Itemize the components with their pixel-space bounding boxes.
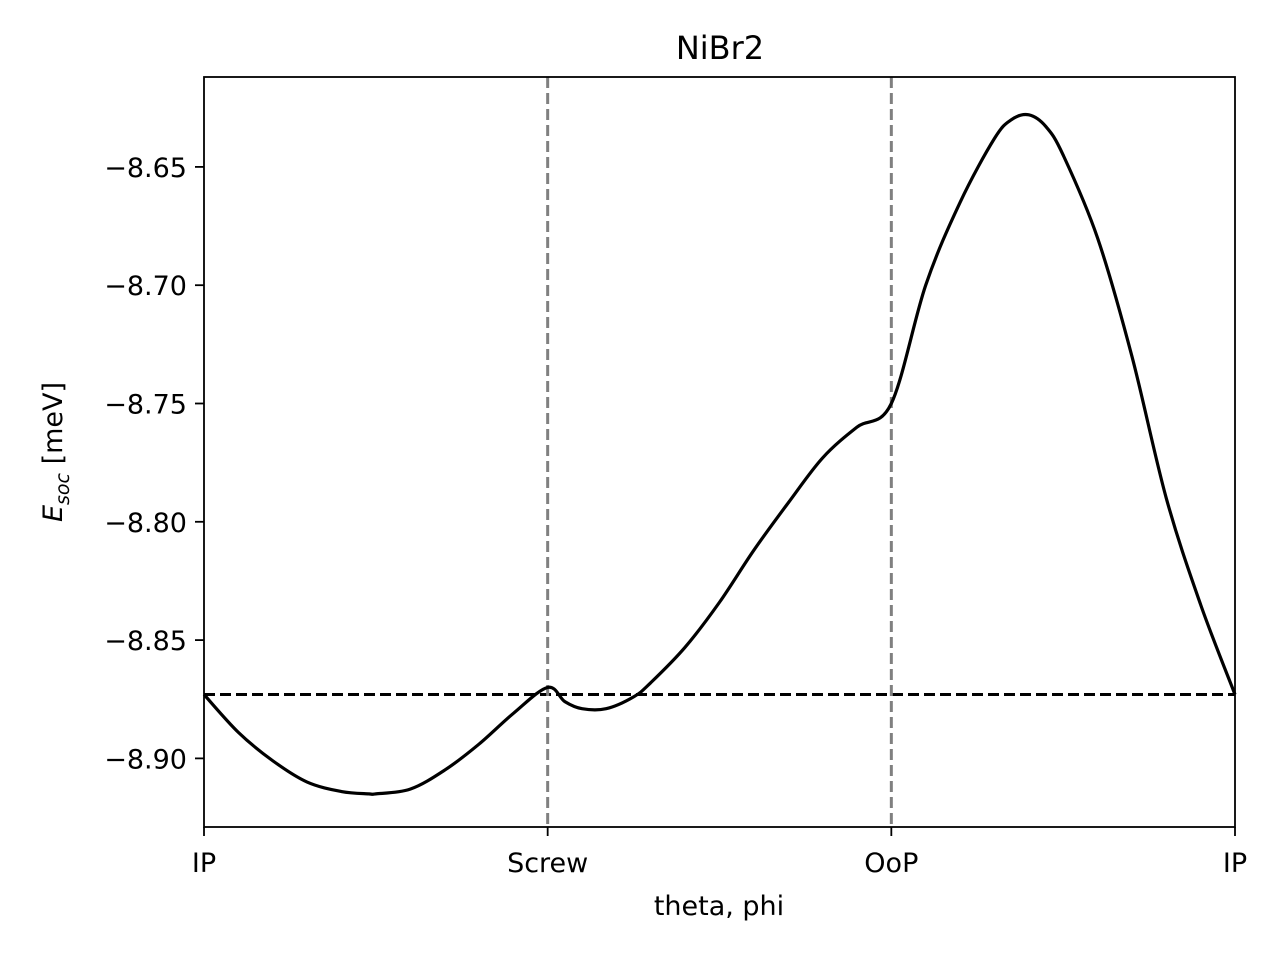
y-tick-label-4: −8.85 (104, 626, 187, 657)
x-tick-label-3: IP (1223, 848, 1247, 879)
series-line-0 (202, 112, 1237, 796)
y-tick-label-3: −8.80 (104, 508, 187, 539)
y-tick-label-0: −8.65 (104, 153, 187, 184)
x-tick-label-1: Screw (507, 848, 588, 879)
y-tick-label-2: −8.75 (104, 389, 187, 420)
chart-title: NiBr2 (676, 29, 764, 67)
x-tick-label-0: IP (192, 848, 216, 879)
y-axis-label-unit: [meV] (38, 382, 69, 473)
plot-frame (203, 76, 1236, 828)
y-tick-label-1: −8.70 (104, 271, 187, 302)
series-layer (202, 112, 1237, 796)
y-axis-label: Esoc [meV] (38, 382, 74, 522)
x-tick-label-2: OoP (864, 848, 918, 879)
x-axis-label: theta, phi (654, 891, 784, 922)
y-axis-label-main: E (38, 505, 69, 522)
y-axis-label-subscript: soc (52, 472, 74, 505)
y-tick-label-5: −8.90 (104, 744, 187, 775)
reference-lines (204, 77, 1235, 827)
ticks-layer: IP Screw OoP IP −8.65 −8.70 −8.75 −8.80 −8.85 −8.… (104, 153, 1247, 879)
